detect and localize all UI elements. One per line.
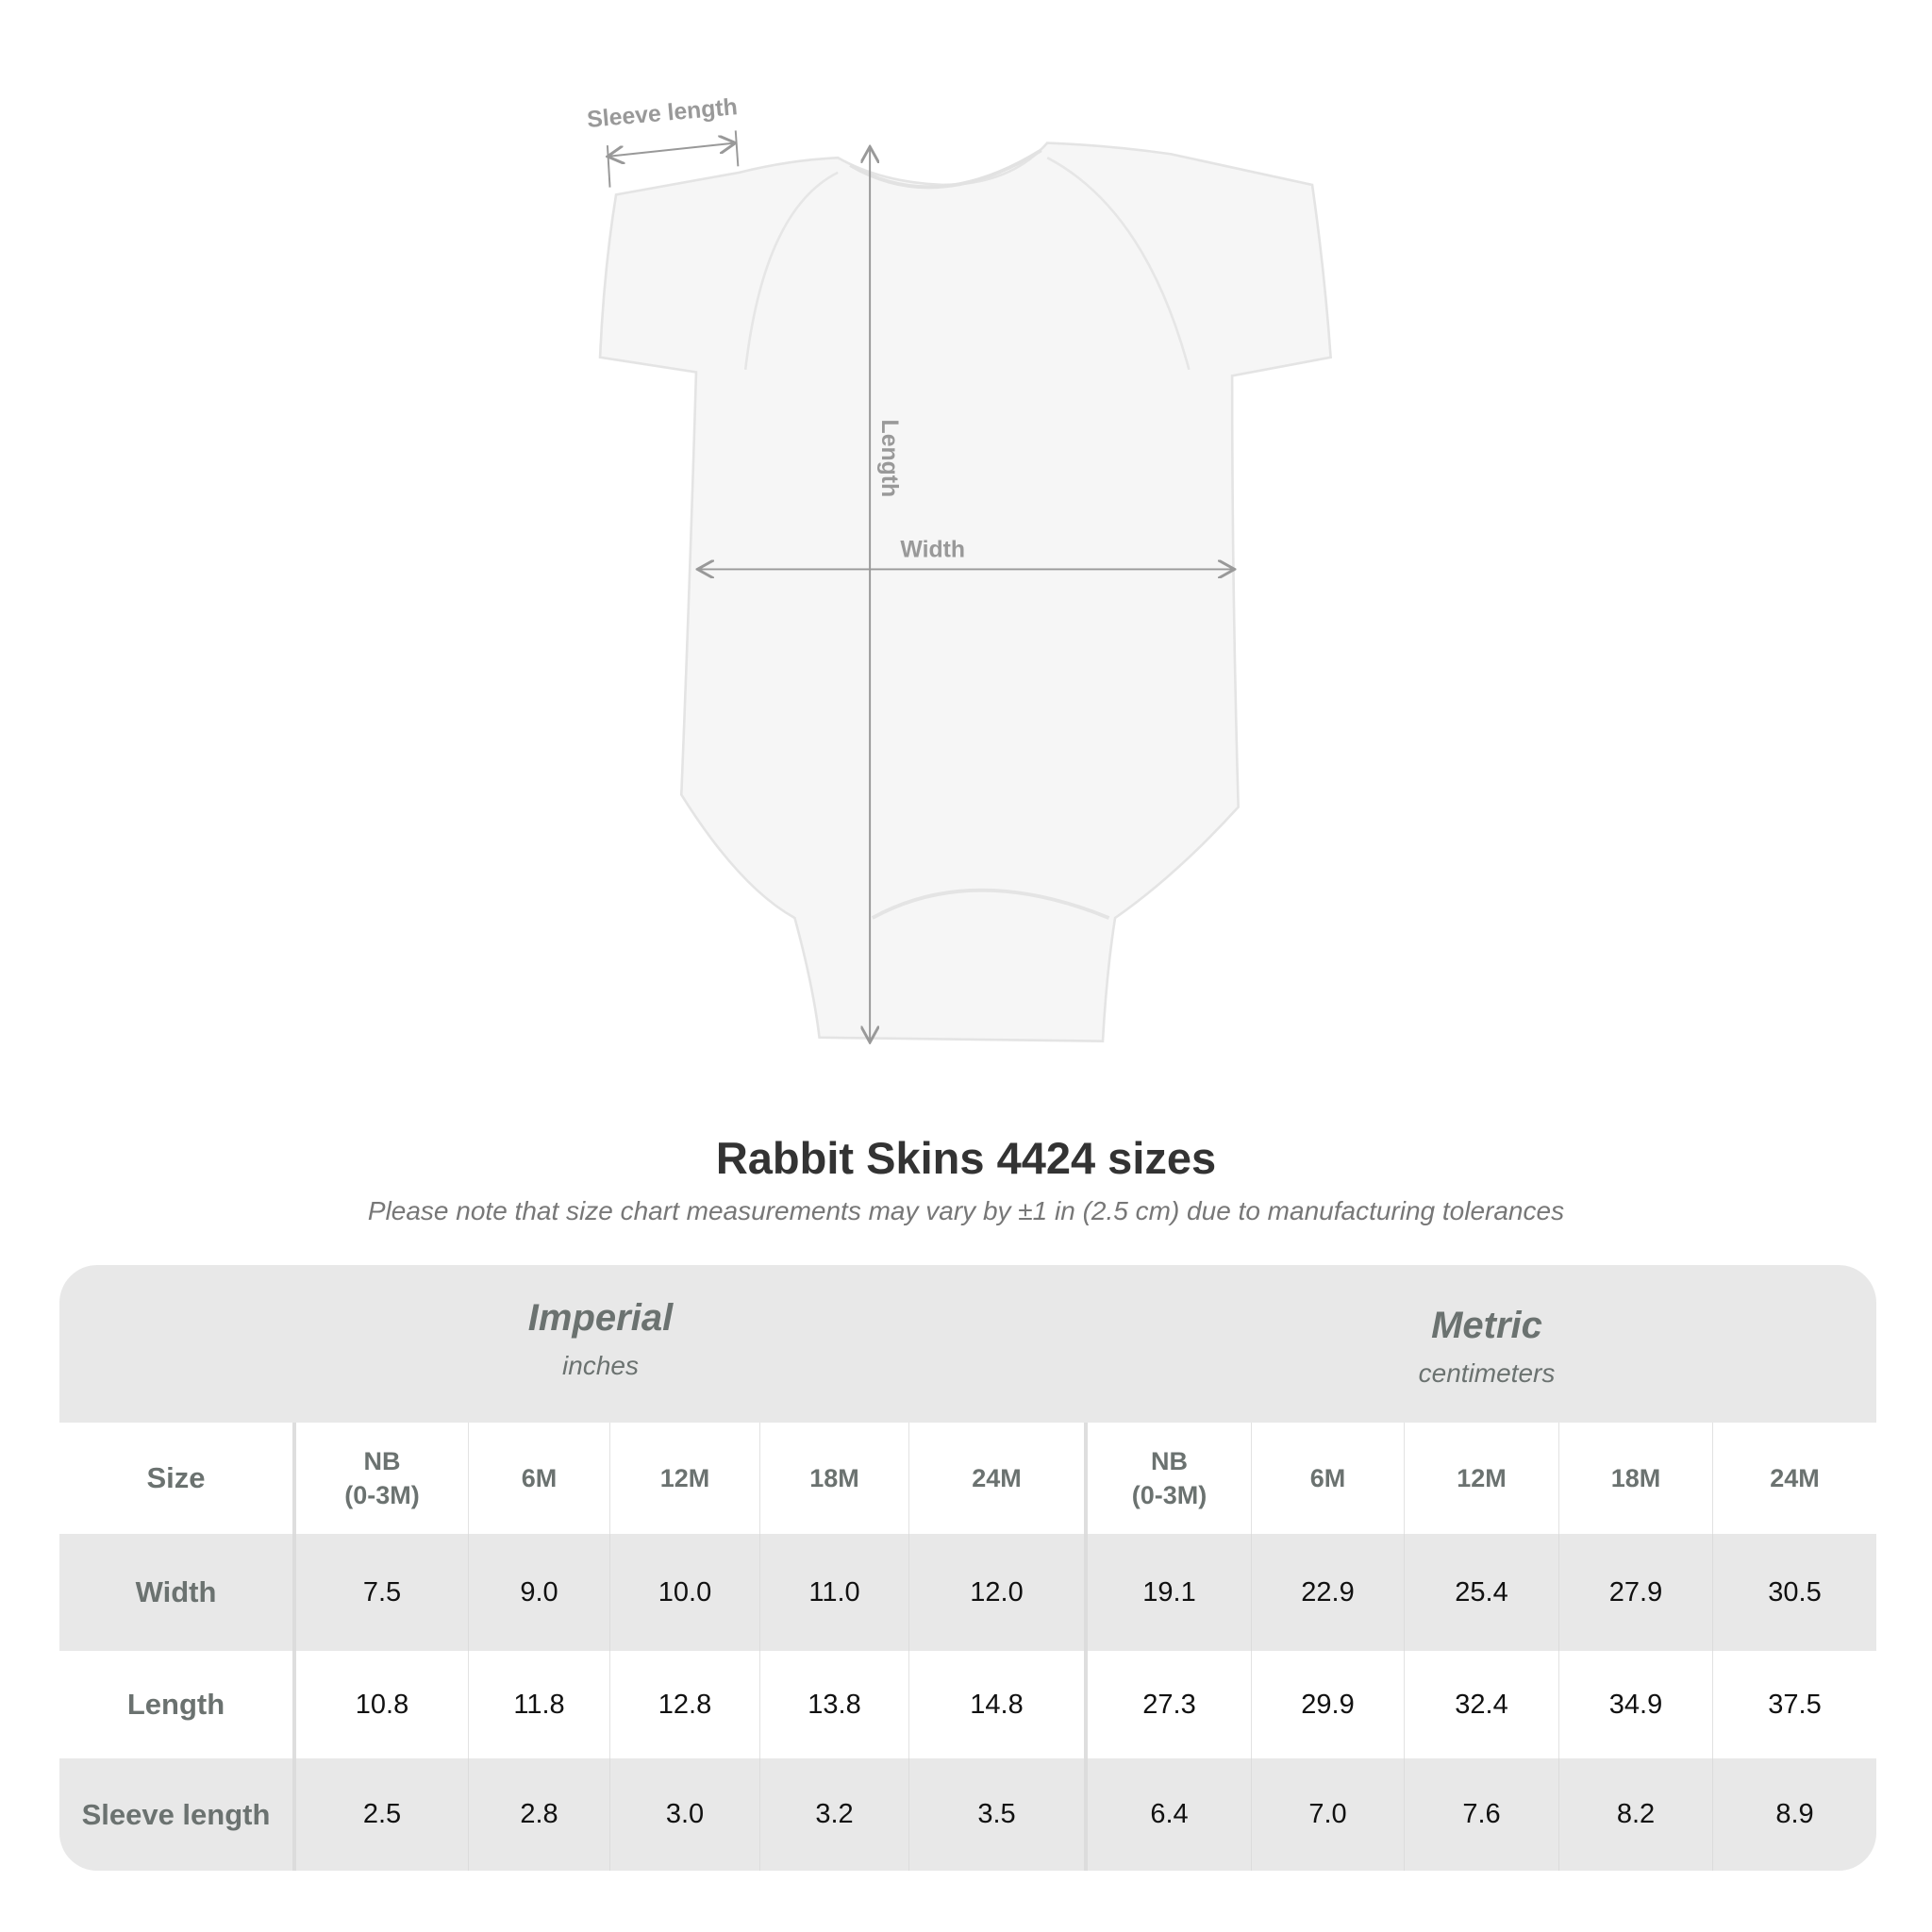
- imperial-value: 3.5: [908, 1758, 1084, 1871]
- metric-value: 27.3: [1084, 1651, 1251, 1758]
- metric-value: 7.0: [1251, 1758, 1404, 1871]
- table-row: Width 7.5 9.0 10.0 11.0 12.0 19.1 22.9 25.4 27.9 3…: [59, 1534, 1876, 1651]
- chart-title: Rabbit Skins 4424 sizes: [715, 1133, 1217, 1183]
- metric-header: Metric centimeters: [1097, 1305, 1876, 1389]
- metric-value: 34.9: [1558, 1651, 1712, 1758]
- imperial-value: 3.0: [609, 1758, 759, 1871]
- imperial-title: Imperial: [527, 1297, 674, 1339]
- size-label: Size: [146, 1461, 206, 1494]
- imperial-unit: inches: [562, 1351, 639, 1380]
- imperial-value: 13.8: [759, 1651, 908, 1758]
- row-label: Length: [126, 1688, 225, 1721]
- size-header-cell: 18M: [1558, 1423, 1712, 1534]
- metric-value: 32.4: [1404, 1651, 1558, 1758]
- imperial-header: Imperial inches: [292, 1297, 908, 1381]
- metric-value: 8.9: [1712, 1758, 1876, 1871]
- metric-value: 6.4: [1084, 1758, 1251, 1871]
- metric-value: 19.1: [1084, 1534, 1251, 1651]
- size-header-cell: 12M: [1404, 1423, 1558, 1534]
- tolerance-note: Please note that size chart measurements…: [367, 1196, 1565, 1225]
- table-row: Sleeve length 2.5 2.8 3.0 3.2 3.5 6.4 7.0 7.6 8.2…: [59, 1758, 1876, 1871]
- size-header-cell: 6M: [468, 1423, 609, 1534]
- imperial-value: 12.8: [609, 1651, 759, 1758]
- metric-title: Metric: [1431, 1305, 1542, 1346]
- length-label: Length: [876, 420, 902, 498]
- imperial-value: 11.0: [759, 1534, 908, 1651]
- imperial-value: 9.0: [468, 1534, 609, 1651]
- metric-value: 30.5: [1712, 1534, 1876, 1651]
- size-header-cell: NB (0-3M): [1084, 1423, 1251, 1534]
- onesie-shape: [598, 142, 1332, 1042]
- metric-value: 7.6: [1404, 1758, 1558, 1871]
- imperial-value: 3.2: [759, 1758, 908, 1871]
- width-label: Width: [900, 537, 965, 562]
- imperial-value: 2.8: [468, 1758, 609, 1871]
- imperial-value: 10.0: [609, 1534, 759, 1651]
- size-header-cell: 6M: [1251, 1423, 1404, 1534]
- imperial-value: 11.8: [468, 1651, 609, 1758]
- metric-value: 27.9: [1558, 1534, 1712, 1651]
- size-table: Imperial inches Metric centimeters Size N…: [59, 1265, 1876, 1871]
- metric-value: 8.2: [1558, 1758, 1712, 1871]
- metric-value: 29.9: [1251, 1651, 1404, 1758]
- row-label: Sleeve length: [81, 1797, 271, 1831]
- size-header-cell: 12M: [609, 1423, 759, 1534]
- unit-header-band: Imperial inches Metric centimeters: [59, 1265, 1876, 1423]
- imperial-value: 14.8: [908, 1651, 1084, 1758]
- size-header-cell: 24M: [1712, 1423, 1876, 1534]
- size-header-row: Size NB (0-3M) 6M 12M 18M 24M NB (0-3M) 6M 12M 18…: [59, 1423, 1876, 1534]
- metric-value: 22.9: [1251, 1534, 1404, 1651]
- size-header-cell: 18M: [759, 1423, 908, 1534]
- imperial-value: 7.5: [292, 1534, 468, 1651]
- table-row: Length 10.8 11.8 12.8 13.8 14.8 27.3 29.9 32.4 34…: [59, 1651, 1876, 1758]
- sleeve-length-label: Sleeve length: [586, 94, 739, 133]
- size-header-cell: NB (0-3M): [292, 1423, 468, 1534]
- row-label: Width: [135, 1575, 217, 1608]
- metric-unit: centimeters: [1418, 1358, 1556, 1388]
- metric-value: 37.5: [1712, 1651, 1876, 1758]
- imperial-value: 10.8: [292, 1651, 468, 1758]
- size-header-cell: 24M: [908, 1423, 1084, 1534]
- imperial-value: 2.5: [292, 1758, 468, 1871]
- metric-value: 25.4: [1404, 1534, 1558, 1651]
- imperial-value: 12.0: [908, 1534, 1084, 1651]
